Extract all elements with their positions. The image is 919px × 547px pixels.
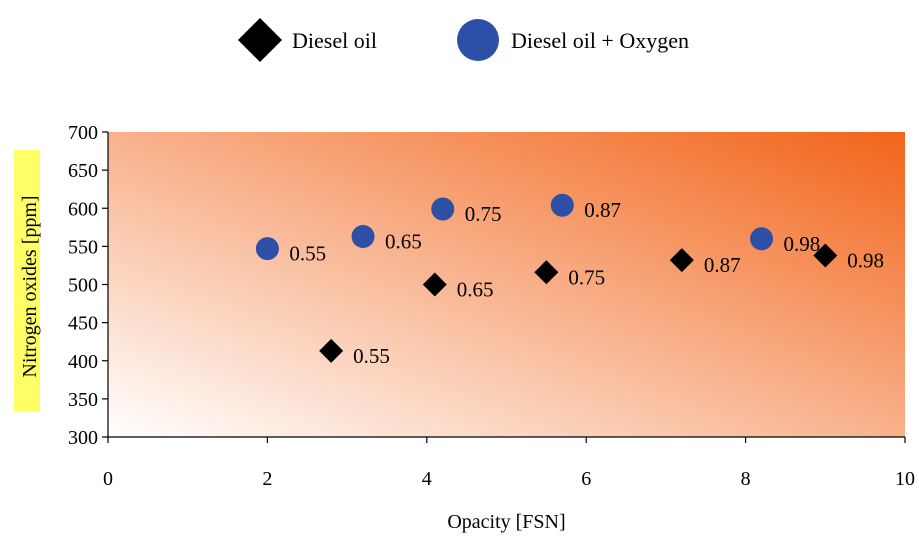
point-diesel-oil [813,243,838,268]
legend-marker-diesel-oil-oxygen-icon [457,19,499,61]
legend-label-diesel-oil-oxygen: Diesel oil + Oxygen [511,28,689,53]
y-tick-label: 350 [68,389,98,411]
point-label-diesel-oil: 0.87 [704,253,741,277]
point-label-diesel-oil: 0.75 [568,265,605,289]
y-axis-title-highlight [14,150,40,412]
x-tick-label: 8 [741,468,751,490]
legend-label-diesel-oil: Diesel oil [292,28,377,53]
plot-area [108,132,905,437]
y-tick-label: 650 [68,160,98,182]
point-diesel-oil [669,248,694,273]
x-tick-label: 4 [422,468,432,490]
y-tick-label: 500 [68,275,98,297]
legend-marker-diesel-oil-icon [238,18,282,62]
point-diesel-oil-oxygen [351,224,375,248]
point-label-diesel-oil-oxygen: 0.75 [465,202,502,226]
point-label-diesel-oil: 0.65 [457,278,494,302]
point-diesel-oil [422,272,447,297]
x-tick-label: 0 [103,468,113,490]
point-label-diesel-oil-oxygen: 0.98 [784,232,821,256]
y-axis-ticks: 300 350 400 450 500 550 600 650 700 [68,122,108,449]
point-label-diesel-oil: 0.98 [847,249,884,273]
y-tick-label: 300 [68,427,98,449]
point-diesel-oil [534,260,559,285]
point-diesel-oil-oxygen [550,193,574,217]
y-axis-title: Nitrogen oxides [ppm] [19,195,41,377]
y-tick-label: 550 [68,236,98,258]
x-tick-label: 6 [581,468,591,490]
y-tick-label: 600 [68,198,98,220]
point-diesel-oil-oxygen [750,227,774,251]
point-diesel-oil-oxygen [255,237,279,261]
point-diesel-oil [319,338,344,363]
x-tick-label: 10 [895,468,915,490]
point-label-diesel-oil: 0.55 [353,344,390,368]
point-label-diesel-oil-oxygen: 0.87 [584,198,621,222]
y-tick-label: 450 [68,313,98,335]
x-tick-label: 2 [262,468,272,490]
legend: Diesel oil Diesel oil + Oxygen [238,18,689,62]
point-diesel-oil-oxygen [431,197,455,221]
point-label-diesel-oil-oxygen: 0.55 [289,242,326,266]
data-points: 0.55 0.65 0.75 0.87 0.98 0.55 0.65 0.75 0.87 0.98 [255,193,884,368]
y-tick-label: 700 [68,122,98,144]
point-label-diesel-oil-oxygen: 0.65 [385,229,422,253]
x-axis-title: Opacity [FSN] [447,511,565,533]
y-tick-label: 400 [68,351,98,373]
x-axis-ticks: 0 2 4 6 8 10 [103,437,915,490]
